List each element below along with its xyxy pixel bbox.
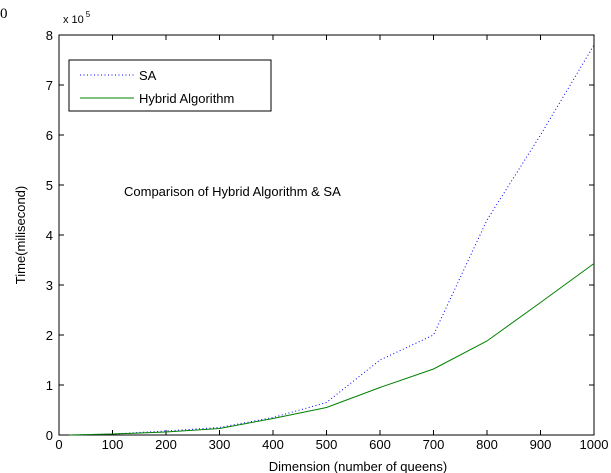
y-tick-label: 1 xyxy=(46,378,53,393)
series-layer xyxy=(69,44,595,436)
x-tick-label: 0 xyxy=(55,437,62,452)
x-tick-label: 700 xyxy=(423,437,445,452)
x-tick-label: 600 xyxy=(369,437,391,452)
x-tick-label: 1000 xyxy=(580,437,609,452)
legend-hybrid-label: Hybrid Algorithm xyxy=(139,91,234,106)
y-tick-label: 6 xyxy=(46,128,53,143)
y-tick-label: 2 xyxy=(46,328,53,343)
x-axis-ticks: 0 100 200 300 400 500 600 700 800 900 1000 xyxy=(55,35,608,452)
y-tick-label: 3 xyxy=(46,278,53,293)
y-tick-label: 5 xyxy=(46,178,53,193)
legend: SA Hybrid Algorithm xyxy=(68,59,272,112)
legend-sa-label: SA xyxy=(139,68,157,83)
y-multiplier-exponent: 5 xyxy=(86,10,91,19)
x-tick-label: 200 xyxy=(155,437,177,452)
series-line-hybrid-algorithm xyxy=(69,263,595,436)
chart-annotation: Comparison of Hybrid Algorithm & SA xyxy=(124,184,341,199)
y-tick-label: 4 xyxy=(46,228,53,243)
x-axis-label: Dimension (number of queens) xyxy=(269,459,447,473)
y-multiplier-label: x 10 5 xyxy=(63,10,91,26)
x-tick-label: 300 xyxy=(209,437,231,452)
x-tick-label: 400 xyxy=(262,437,284,452)
series-line-sa xyxy=(69,44,595,436)
y-axis-ticks: 0 1 2 3 4 5 6 7 8 xyxy=(46,28,594,443)
y-multiplier-base: x 10 xyxy=(63,14,84,26)
x-tick-label: 100 xyxy=(102,437,124,452)
x-tick-label: 900 xyxy=(530,437,552,452)
x-tick-label: 800 xyxy=(476,437,498,452)
x-tick-label: 500 xyxy=(316,437,338,452)
y-axis-label: Time(milisecond) xyxy=(13,186,28,284)
y-tick-label: 0 xyxy=(46,428,53,443)
y-tick-label: 7 xyxy=(46,78,53,93)
corner-label: 0 xyxy=(0,6,8,22)
legend-box xyxy=(68,59,272,112)
y-tick-label: 8 xyxy=(46,28,53,43)
